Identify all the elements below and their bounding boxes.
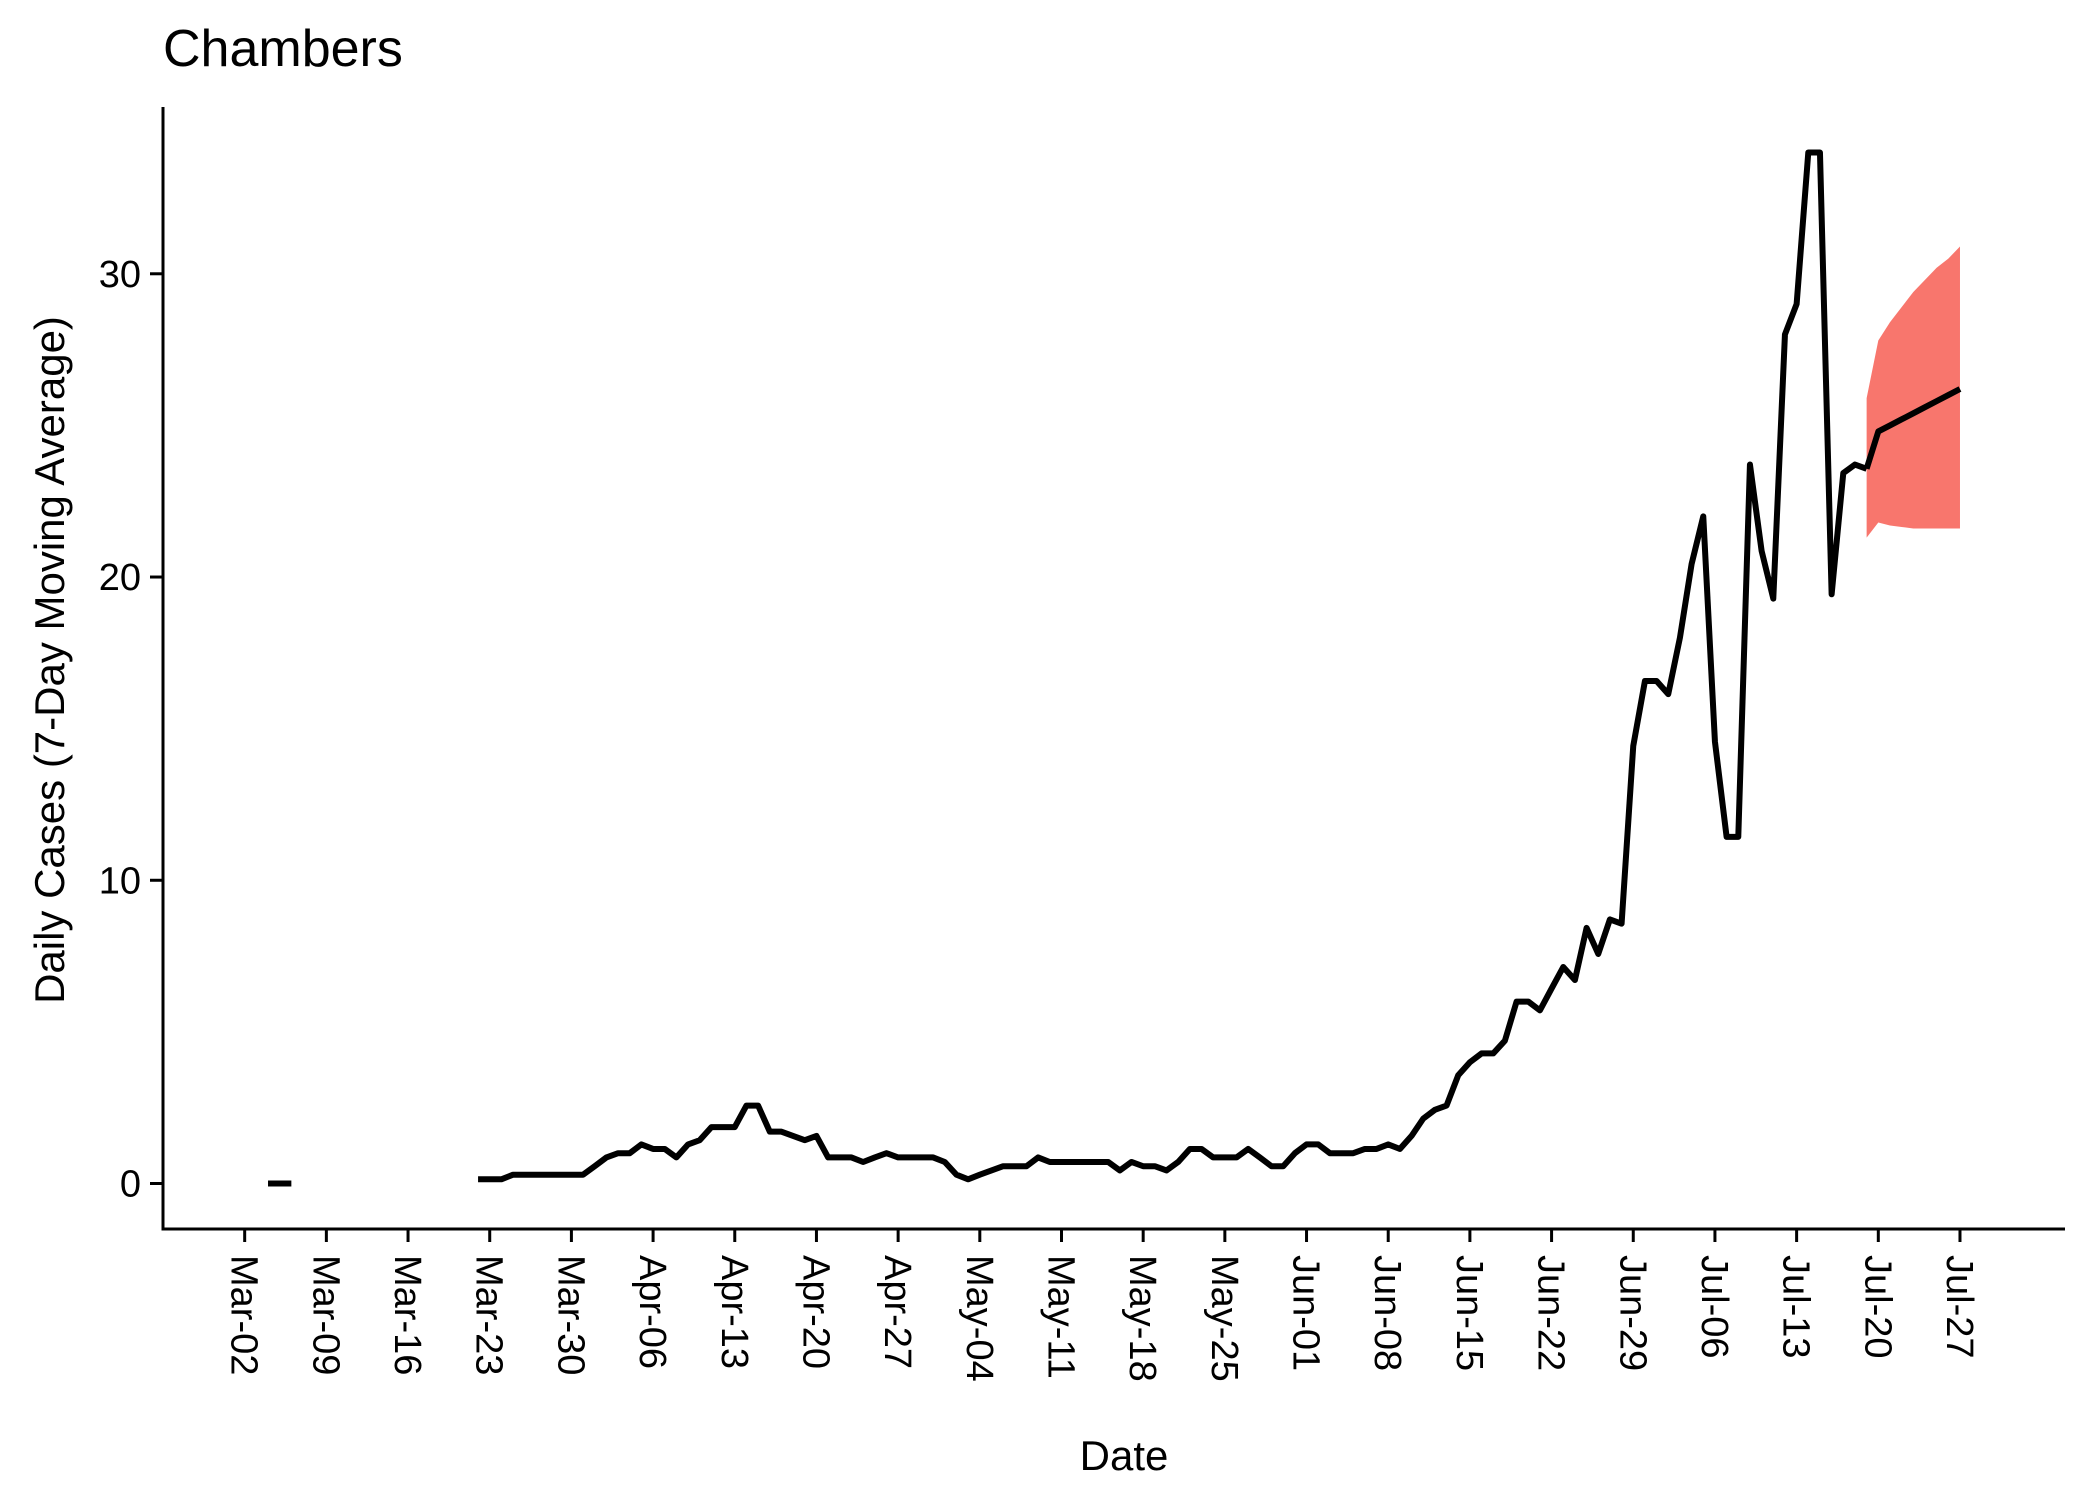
x-tick-label: Jul-06 [1693,1255,1735,1359]
y-tick-label: 30 [99,254,141,296]
x-tick-label: Mar-23 [468,1255,510,1375]
y-ticks: 0 10 20 30 [99,254,163,1206]
x-tick-label: May-11 [1039,1255,1081,1379]
y-axis-title: Daily Cases (7-Day Moving Average) [26,316,73,1004]
series-line-layer [268,149,1962,1187]
x-tick-label: Jun-01 [1285,1255,1327,1371]
forecast-series-line [1863,386,1962,470]
chart-title: Chambers [163,20,403,78]
y-tick-label: 20 [99,557,141,599]
x-tick-label: Jun-15 [1448,1255,1490,1371]
y-tick-label: 0 [120,1164,141,1206]
x-tick-label: Jun-29 [1611,1255,1653,1371]
y-tick-label: 10 [99,860,141,902]
x-tick-label: Jun-08 [1366,1255,1408,1371]
x-ticks: Mar-02 Mar-09 Mar-16 Mar-23 Mar-30 Apr-06 Apr-… [223,1229,1980,1382]
x-tick-label: Jul-13 [1775,1255,1817,1359]
forecast-band-layer [1866,246,1960,538]
x-tick-label: Jun-22 [1530,1255,1572,1371]
x-tick-label: Jul-20 [1856,1255,1898,1359]
x-tick-label: May-18 [1121,1255,1163,1382]
x-tick-label: Apr-20 [794,1255,836,1369]
x-tick-label: Mar-30 [549,1255,591,1375]
x-tick-label: Mar-02 [223,1255,265,1375]
observed-series-line-segment-2 [478,149,1868,1183]
x-tick-label: Jul-27 [1938,1255,1980,1359]
x-tick-label: Apr-06 [631,1255,673,1369]
x-tick-label: Mar-09 [304,1255,346,1375]
x-tick-label: Mar-16 [386,1255,428,1375]
x-axis-title: Date [1080,1432,1169,1479]
x-tick-label: May-04 [958,1255,1000,1382]
axes-layer [161,107,2065,1231]
x-tick-label: May-25 [1203,1255,1245,1382]
x-tick-label: Apr-27 [876,1255,918,1369]
forecast-confidence-band [1866,246,1960,538]
x-tick-label: Apr-13 [713,1255,755,1369]
